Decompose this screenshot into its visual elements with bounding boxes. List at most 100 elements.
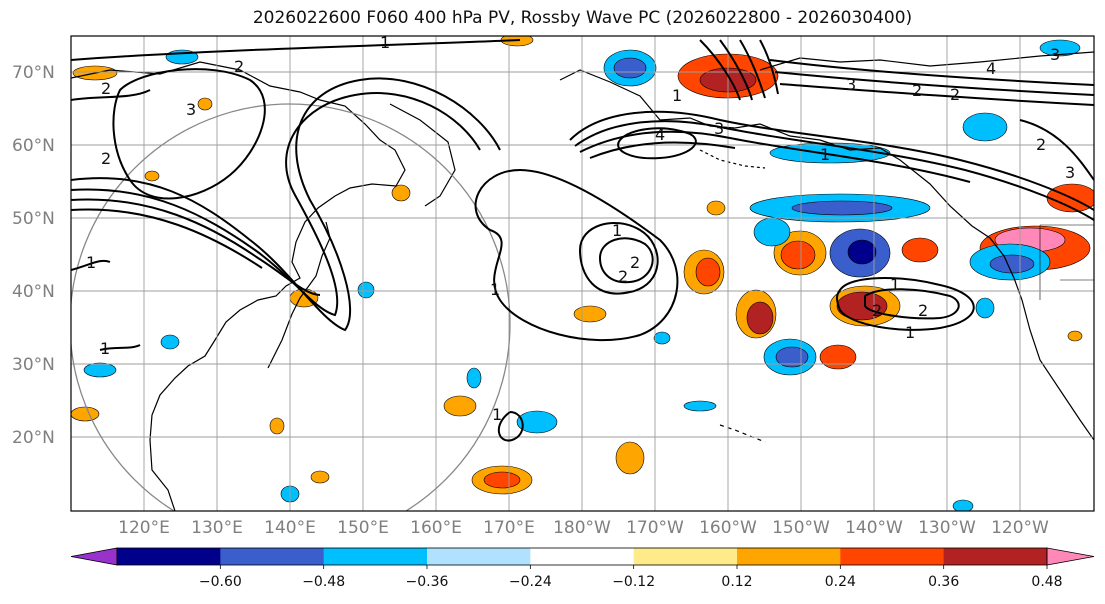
positive-anomaly xyxy=(706,200,726,216)
negative-anomaly xyxy=(83,362,117,378)
contour-label: 3 xyxy=(714,119,724,138)
pv-contour xyxy=(71,89,151,101)
positive-anomaly xyxy=(144,170,160,182)
pv-contour xyxy=(779,83,1094,106)
colorbar-swatch xyxy=(840,548,945,565)
contour-label: 1 xyxy=(100,339,110,358)
negative-anomaly xyxy=(753,217,791,247)
colorbar-swatch xyxy=(943,548,1048,565)
pv-contour xyxy=(569,110,1094,211)
lon-label: 150°E xyxy=(337,518,389,538)
contour-label: 1 xyxy=(380,33,390,52)
contour-label: 2 xyxy=(234,57,244,76)
contour-label: 3 xyxy=(1065,163,1075,182)
colorbar-tick-label: 0.48 xyxy=(1031,574,1062,590)
negative-anomaly xyxy=(613,57,647,79)
contour-label: 1 xyxy=(672,86,682,105)
colorbar-swatch xyxy=(117,548,221,565)
positive-anomaly xyxy=(901,237,939,263)
pv-contour xyxy=(99,344,141,351)
colorbar-extend-low xyxy=(70,547,118,566)
pv-contour xyxy=(836,277,975,331)
contour-label: 2 xyxy=(950,85,960,104)
latitude-labels: 70°N 60°N 50°N 40°N 30°N 20°N xyxy=(12,63,55,448)
contour-label: 1 xyxy=(905,323,915,342)
colorbar-tick-label: 0.36 xyxy=(928,574,959,590)
positive-anomaly xyxy=(269,417,285,435)
pv-contour xyxy=(71,198,321,296)
pv-contour xyxy=(699,39,779,101)
contour-label: 2 xyxy=(618,267,628,286)
negative-anomaly xyxy=(357,281,375,299)
colorbar-swatch xyxy=(323,548,428,565)
pv-contour xyxy=(71,92,481,317)
negative-anomaly xyxy=(775,346,809,368)
pv-contour xyxy=(589,141,736,159)
contour-label: 1 xyxy=(86,253,96,272)
map-area: 2 2 2 3 1 1 1 1 2 2 1 4 3 1 3 2 2 4 2 3 … xyxy=(71,33,1094,511)
contour-label: 3 xyxy=(186,100,196,119)
lon-label: 120°E xyxy=(118,518,170,538)
negative-anomaly xyxy=(1039,39,1081,57)
negative-anomaly xyxy=(847,239,877,265)
contour-label: 1 xyxy=(492,405,502,424)
contour-label: 2 xyxy=(101,149,111,168)
coastlines xyxy=(71,51,1094,511)
negative-anomaly xyxy=(516,410,558,434)
colorbar-swatch xyxy=(737,548,841,565)
contour-label: 2 xyxy=(918,301,928,320)
lon-label: 140°W xyxy=(845,518,903,538)
lon-label: 130°W xyxy=(918,518,976,538)
lat-label: 40°N xyxy=(12,282,55,302)
contour-labels: 2 2 2 3 1 1 1 1 2 2 1 4 3 1 3 2 2 4 2 3 … xyxy=(86,33,1075,424)
pv-contour xyxy=(774,71,1094,96)
colorbar-tick-label: −0.48 xyxy=(302,574,345,590)
coastline-arctic xyxy=(759,51,1094,71)
negative-anomaly xyxy=(683,400,717,412)
lon-label: 130°E xyxy=(191,518,243,538)
negative-anomaly xyxy=(466,367,482,389)
colorbar-extend-high xyxy=(1046,547,1095,566)
pv-contour xyxy=(864,288,960,320)
contour-label: 4 xyxy=(655,125,665,144)
negative-anomaly xyxy=(962,112,1008,142)
contour-label: 1 xyxy=(890,275,900,294)
contour-label: 4 xyxy=(986,59,996,78)
lat-label: 30°N xyxy=(12,355,55,375)
contour-label: 3 xyxy=(846,75,856,94)
pv-contour xyxy=(71,39,521,61)
map-frame xyxy=(70,35,1095,512)
colorbar-tick-label: −0.12 xyxy=(612,574,655,590)
positive-anomaly xyxy=(780,240,816,270)
contour-label: 1 xyxy=(820,145,830,164)
colorbar-swatch xyxy=(530,548,635,565)
contour-label: 2 xyxy=(912,81,922,100)
pv-contour xyxy=(71,208,263,269)
radius-circle xyxy=(71,103,511,511)
contour-label: 2 xyxy=(630,253,640,272)
pv-contour xyxy=(474,168,679,342)
pv-contour xyxy=(1019,119,1094,181)
negative-anomaly xyxy=(975,297,995,319)
positive-anomaly xyxy=(391,184,411,202)
positive-anomaly xyxy=(615,441,645,475)
lat-label: 70°N xyxy=(12,63,55,83)
positive-anomaly xyxy=(836,291,888,321)
map-title: 2026022600 F060 400 hPa PV, Rossby Wave … xyxy=(252,8,913,28)
positive-anomaly xyxy=(819,344,857,370)
pv-contours xyxy=(71,39,1094,442)
lat-label: 50°N xyxy=(12,209,55,229)
colorbar-tick-label: −0.24 xyxy=(509,574,552,590)
lon-label: 160°W xyxy=(699,518,757,538)
negative-anomaly xyxy=(952,499,974,511)
contour-label: 1 xyxy=(490,280,500,299)
colorbar: −0.60 −0.48 −0.36 −0.24 −0.12 0.12 0.24 0.36 0.4… xyxy=(70,547,1095,590)
coastline-japan xyxy=(267,221,331,369)
colorbar-swatch xyxy=(633,548,738,565)
positive-anomaly xyxy=(695,257,721,287)
pv-contour xyxy=(769,59,1094,86)
positive-anomaly xyxy=(483,471,521,489)
contour-label: 1 xyxy=(612,221,622,240)
contour-label: 3 xyxy=(1050,45,1060,64)
